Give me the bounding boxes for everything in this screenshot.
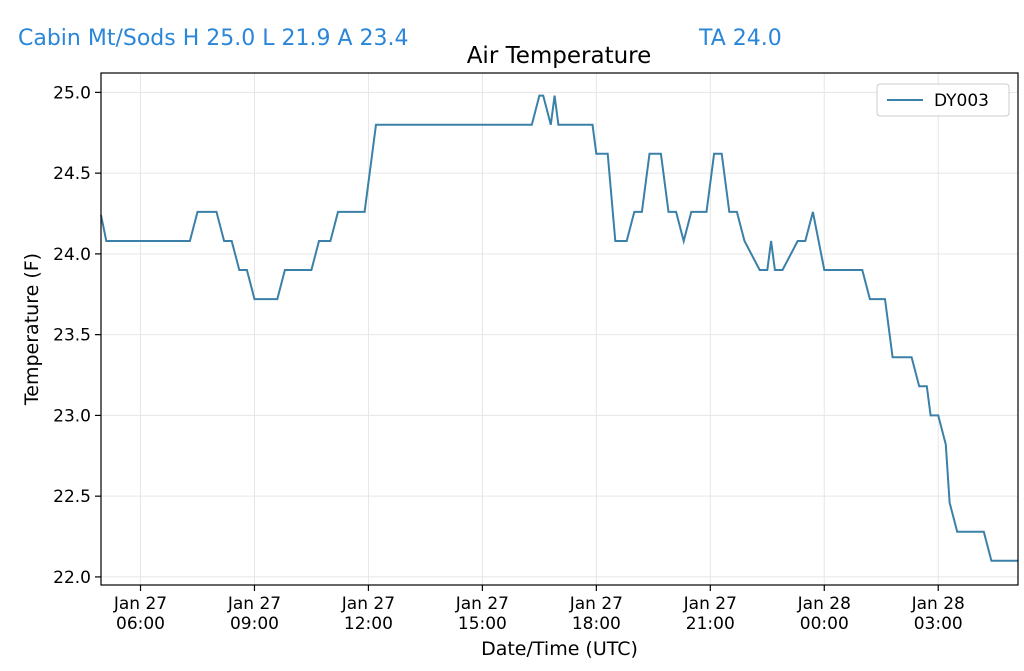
x-tick-label-time: 18:00 xyxy=(572,614,621,634)
y-axis-label: Temperature (F) xyxy=(21,253,43,406)
series-line-dy003 xyxy=(100,94,1018,562)
x-tick-label-time: 21:00 xyxy=(686,614,735,634)
x-tick-label-date: Jan 27 xyxy=(227,594,281,614)
x-tick-label-date: Jan 27 xyxy=(569,594,623,614)
x-tick-label-date: Jan 27 xyxy=(455,594,509,614)
x-tick-label-time: 00:00 xyxy=(800,614,849,634)
x-tick-label-date: Jan 28 xyxy=(797,594,851,614)
axes xyxy=(100,72,1019,586)
x-tick-label-date: Jan 27 xyxy=(341,594,395,614)
x-tick-label-time: 03:00 xyxy=(914,614,963,634)
x-tick-label-time: 12:00 xyxy=(344,614,393,634)
y-tick-label: 22.5 xyxy=(53,487,91,507)
chart-title: Air Temperature xyxy=(467,43,652,69)
x-tick-label-time: 09:00 xyxy=(230,614,279,634)
legend-box xyxy=(876,83,1010,117)
y-axis-ticks: 22.0 22.5 23.0 23.5 24.0 24.5 25.0 xyxy=(53,83,101,588)
x-tick-label-date: Jan 27 xyxy=(683,594,737,614)
y-tick-label: 24.0 xyxy=(53,245,91,265)
y-tick-label: 22.0 xyxy=(53,568,91,588)
y-tick-label: 25.0 xyxy=(53,83,91,103)
y-tick-label: 24.5 xyxy=(53,164,91,184)
plot-frame xyxy=(100,72,1019,586)
grid-lines xyxy=(101,73,1018,585)
x-axis-label: Date/Time (UTC) xyxy=(481,638,638,660)
legend: DY003 xyxy=(876,83,1010,117)
y-tick-label: 23.5 xyxy=(53,326,91,346)
x-tick-label-time: 06:00 xyxy=(116,614,165,634)
x-tick-label-date: Jan 27 xyxy=(113,594,167,614)
current-temperature: TA 24.0 xyxy=(699,26,782,51)
legend-label-dy003: DY003 xyxy=(934,91,989,111)
station-summary: Cabin Mt/Sods H 25.0 L 21.9 A 23.4 xyxy=(18,26,409,51)
x-tick-label-date: Jan 28 xyxy=(911,594,965,614)
x-tick-label-time: 15:00 xyxy=(458,614,507,634)
y-tick-label: 23.0 xyxy=(53,406,91,426)
